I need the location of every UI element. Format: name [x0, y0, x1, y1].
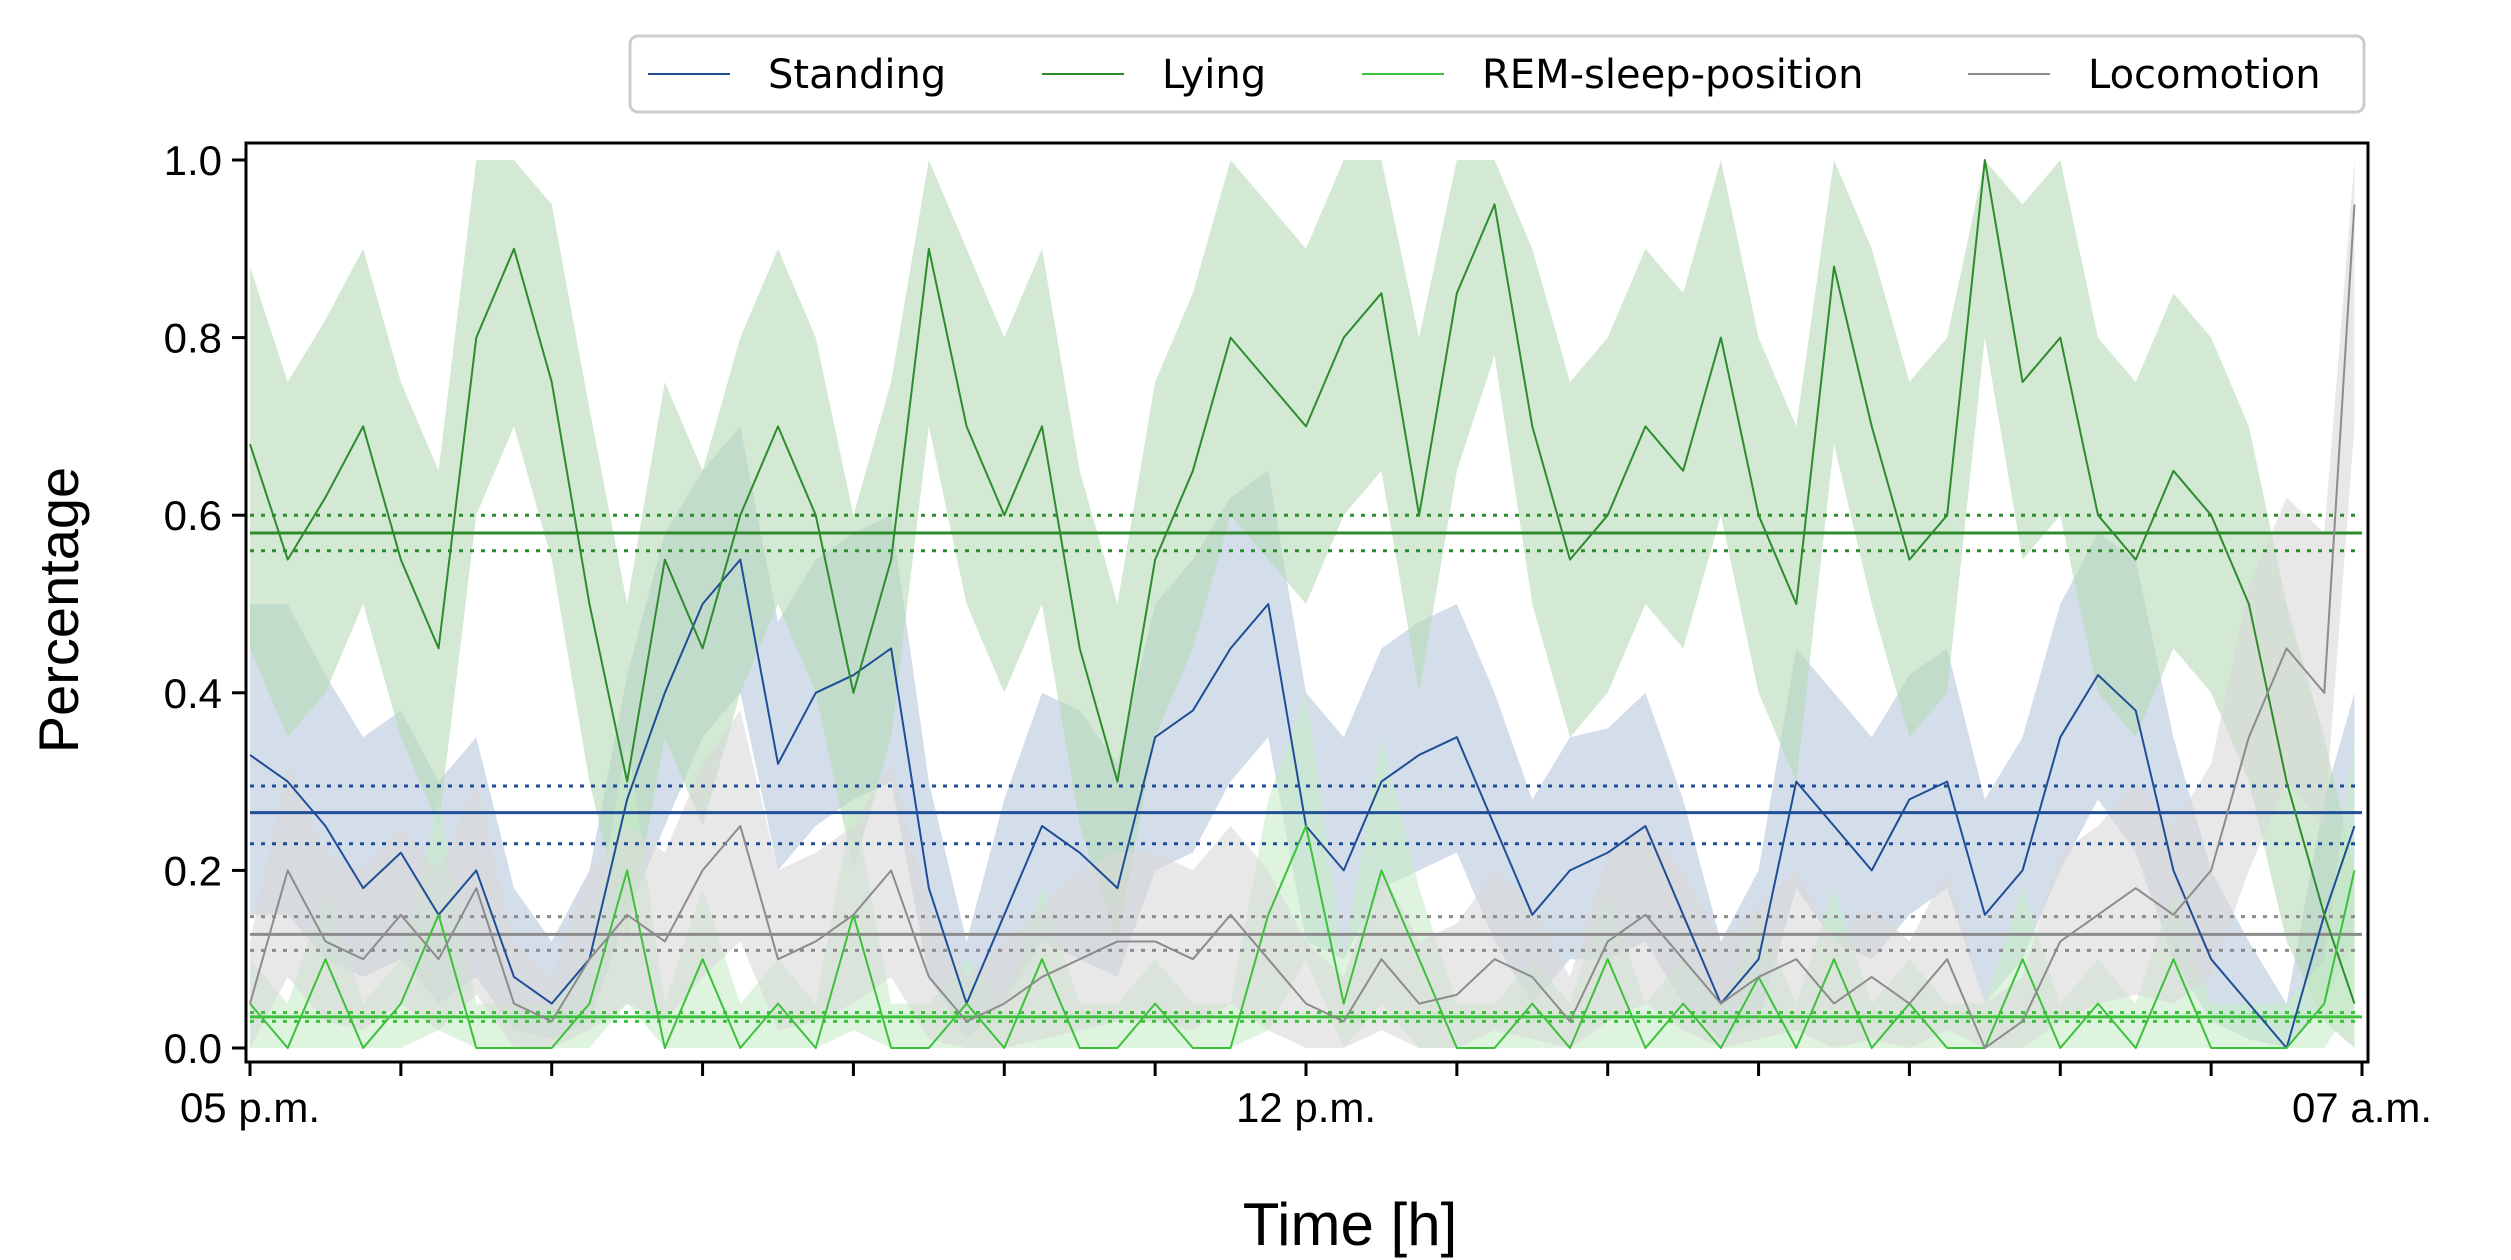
- legend-label: Standing: [768, 52, 946, 98]
- y-tick-label: 1.0: [164, 137, 222, 184]
- series-lines: [249, 159, 2356, 1049]
- x-tick-label: 07 a.m.: [2292, 1084, 2432, 1131]
- x-axis: 05 p.m. 12 p.m. 07 a.m.: [180, 1062, 2432, 1131]
- mean-lines: [250, 513, 2362, 1023]
- y-axis: 0.0 0.2 0.4 0.6 0.8 1.0: [164, 137, 246, 1072]
- lying-series-line: [249, 159, 2356, 1004]
- legend-box: [628, 34, 2366, 114]
- locomotion-ci-band: [250, 160, 2355, 1048]
- y-tick-label: 0.0: [164, 1025, 222, 1072]
- x-tick-label: 05 p.m.: [180, 1084, 320, 1131]
- x-axis-label: Time [h]: [1243, 1191, 1457, 1258]
- y-tick-label: 0.4: [164, 670, 222, 717]
- legend-item-lying: Lying: [1042, 52, 1266, 98]
- lying-ci-band: [250, 160, 2355, 1048]
- legend-label: REM-sleep-position: [1482, 52, 1863, 98]
- legend-item-locomotion: Locomotion: [1968, 52, 2321, 98]
- y-tick-label: 0.2: [164, 847, 222, 894]
- rem-sleep-position-series-line: [249, 825, 2356, 1049]
- y-axis-label: Percentage: [27, 467, 90, 753]
- ci-bands: [250, 160, 2355, 1048]
- y-tick-label: 0.8: [164, 315, 222, 362]
- legend-item-standing: Standing: [648, 52, 946, 98]
- legend-item-rem-sleep-position: REM-sleep-position: [1362, 52, 1863, 98]
- legend: Standing Lying REM-sleep-position Locomotio…: [628, 34, 2366, 114]
- legend-label: Lying: [1162, 52, 1266, 98]
- y-tick-label: 0.6: [164, 492, 222, 539]
- x-tick-label: 12 p.m.: [1236, 1084, 1376, 1131]
- legend-label: Locomotion: [2088, 52, 2321, 98]
- locomotion-series-line: [249, 204, 2356, 1049]
